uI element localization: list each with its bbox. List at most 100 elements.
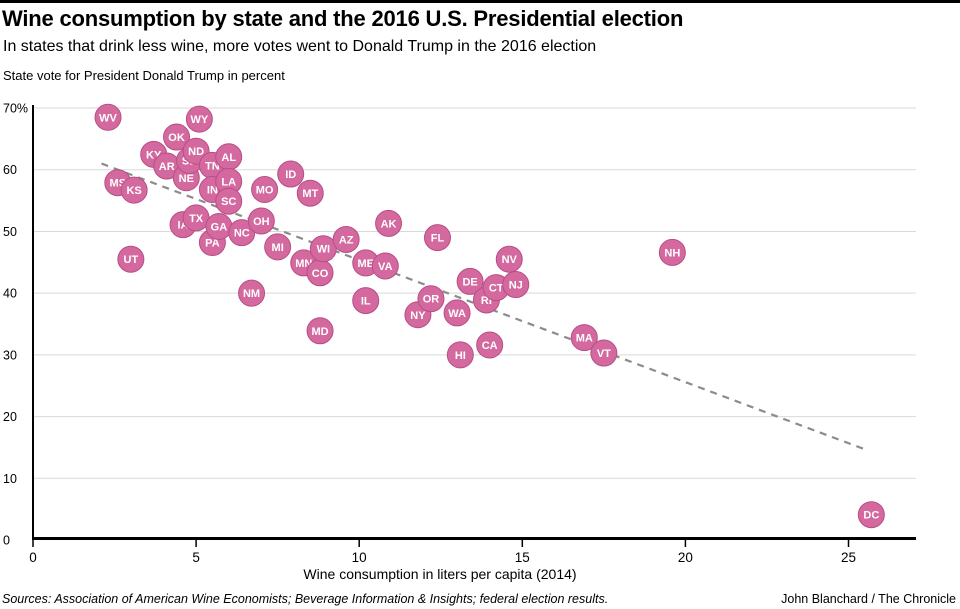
x-axis-title: Wine consumption in liters per capita (2… <box>303 566 577 582</box>
data-point-label-SC: SC <box>221 196 236 208</box>
top-rule <box>0 0 960 3</box>
data-point-label-VT: VT <box>597 348 611 360</box>
data-point-KS <box>120 176 148 204</box>
data-point-label-NY: NY <box>410 310 426 322</box>
data-point-HI <box>446 341 474 369</box>
data-point-label-CA: CA <box>482 340 498 352</box>
data-point-label-IL: IL <box>361 296 371 308</box>
data-point-label-IN: IN <box>207 184 218 196</box>
data-point-WY <box>185 105 213 133</box>
data-point-NJ <box>502 271 530 299</box>
data-point-label-VA: VA <box>378 261 393 273</box>
data-point-WI <box>309 235 337 263</box>
data-point-label-WV: WV <box>99 112 117 124</box>
data-point-NM <box>238 279 266 307</box>
x-tick-label: 10 <box>352 550 367 565</box>
data-point-label-OH: OH <box>253 216 270 228</box>
data-point-UT <box>117 245 145 273</box>
data-point-VT <box>590 339 618 367</box>
data-point-label-IA: IA <box>178 220 189 232</box>
data-point-label-KS: KS <box>126 185 141 197</box>
data-point-label-MA: MA <box>576 333 593 345</box>
data-point-label-UT: UT <box>124 254 139 266</box>
y-axis-note: State vote for President Donald Trump in… <box>3 68 285 83</box>
data-point-label-CO: CO <box>312 268 329 280</box>
data-point-DE <box>456 267 484 295</box>
data-point-label-PA: PA <box>205 238 220 250</box>
data-point-SC <box>215 187 243 215</box>
x-tick-label: 0 <box>29 550 37 565</box>
data-point-WA <box>443 299 471 327</box>
data-point-AK <box>375 209 403 237</box>
data-point-label-FL: FL <box>431 233 445 245</box>
y-tick-label: 50 <box>3 225 17 239</box>
y-tick-label: 60 <box>3 163 17 177</box>
data-point-label-ID: ID <box>285 169 296 181</box>
data-point-OH <box>247 207 275 235</box>
data-point-ID <box>277 160 305 188</box>
data-point-label-MI: MI <box>272 242 284 254</box>
data-point-label-GA: GA <box>211 222 228 234</box>
data-point-label-MD: MD <box>312 326 329 338</box>
data-point-label-DC: DC <box>863 510 879 522</box>
data-point-NV <box>495 245 523 273</box>
data-point-NH <box>658 238 686 266</box>
y-tick-label: 70% <box>3 102 28 116</box>
data-point-label-DE: DE <box>462 276 477 288</box>
x-tick-label: 25 <box>841 550 856 565</box>
data-point-DC <box>857 501 885 529</box>
data-point-label-WA: WA <box>448 308 466 320</box>
data-point-label-OK: OK <box>168 132 185 144</box>
data-point-label-AL: AL <box>221 152 236 164</box>
x-tick-label: 20 <box>678 550 693 565</box>
y-tick-label: 0 <box>3 534 10 548</box>
x-tick-label: 5 <box>192 550 200 565</box>
sources-note: Sources: Association of American Wine Ec… <box>2 592 609 606</box>
y-tick-label: 30 <box>3 348 17 362</box>
data-point-label-WI: WI <box>317 244 330 256</box>
credit-note: John Blanchard / The Chronicle <box>781 592 956 606</box>
data-point-label-NV: NV <box>502 254 518 266</box>
data-point-label-ME: ME <box>357 258 374 270</box>
data-point-MT <box>296 179 324 207</box>
data-point-CA <box>476 331 504 359</box>
data-point-label-NH: NH <box>664 247 680 259</box>
data-point-MD <box>306 317 334 345</box>
footer: Sources: Association of American Wine Ec… <box>0 592 960 609</box>
data-point-MO <box>251 175 279 203</box>
data-point-label-AK: AK <box>381 218 397 230</box>
data-point-VA <box>371 252 399 280</box>
data-point-label-AR: AR <box>159 161 175 173</box>
data-point-label-HI: HI <box>455 350 466 362</box>
data-point-OR <box>417 285 445 313</box>
chart-title: Wine consumption by state and the 2016 U… <box>2 6 684 31</box>
data-point-label-AZ: AZ <box>339 234 354 246</box>
data-point-label-NJ: NJ <box>509 280 523 292</box>
chart-subtitle: In states that drink less wine, more vot… <box>3 38 597 55</box>
data-point-IL <box>352 287 380 315</box>
data-point-label-OR: OR <box>423 294 440 306</box>
data-point-AZ <box>332 225 360 253</box>
x-tick-label: 15 <box>515 550 530 565</box>
data-point-label-RI: RI <box>481 295 492 307</box>
data-point-FL <box>423 224 451 252</box>
data-point-label-TN: TN <box>205 160 220 172</box>
data-point-MA <box>570 324 598 352</box>
data-point-label-MT: MT <box>302 188 318 200</box>
data-point-label-ND: ND <box>188 146 204 158</box>
data-point-label-CT: CT <box>489 283 504 295</box>
data-point-label-LA: LA <box>221 176 236 188</box>
data-point-OK <box>163 123 191 151</box>
y-tick-label: 10 <box>3 472 17 486</box>
data-point-label-TX: TX <box>189 213 204 225</box>
y-tick-label: 40 <box>3 287 17 301</box>
data-point-WV <box>94 103 122 131</box>
data-point-label-NE: NE <box>179 173 194 185</box>
data-point-label-WY: WY <box>190 114 208 126</box>
data-point-label-NM: NM <box>243 288 260 300</box>
data-point-MI <box>264 233 292 261</box>
data-point-label-NC: NC <box>234 228 250 240</box>
y-tick-label: 20 <box>3 410 17 424</box>
